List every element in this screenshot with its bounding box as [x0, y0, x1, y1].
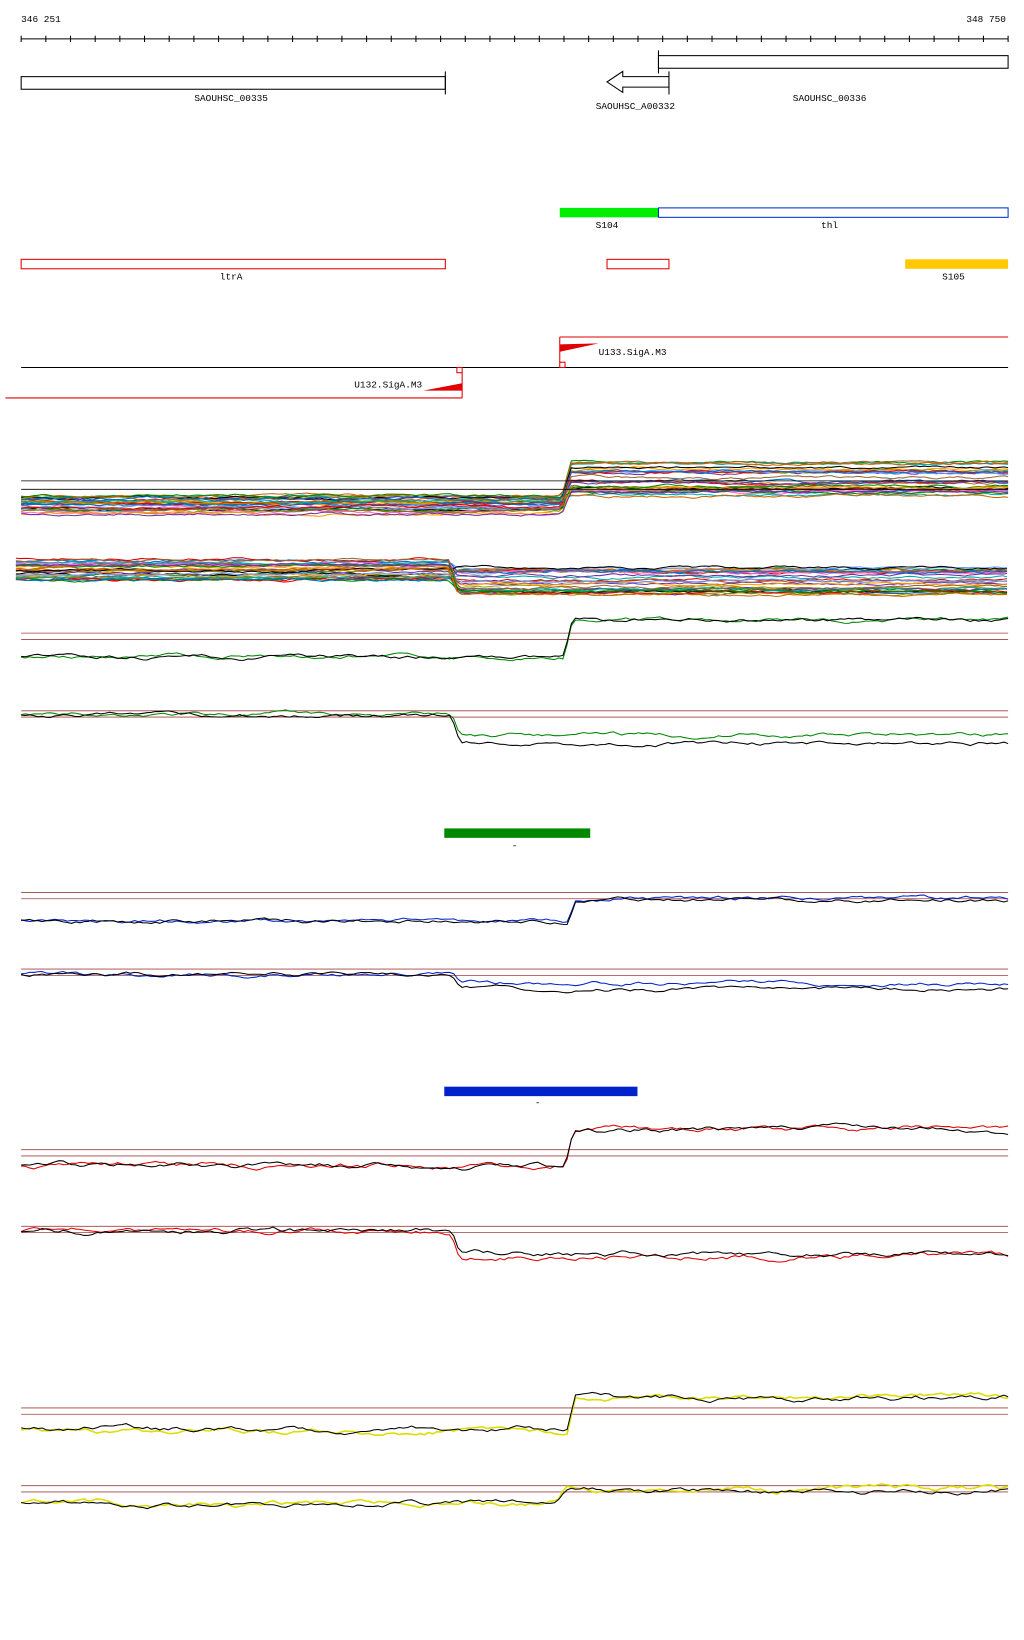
trace [21, 710, 1009, 748]
trace [21, 971, 1009, 994]
region-label: - [535, 1098, 541, 1109]
trace [21, 709, 1009, 740]
gene-label: SAOUHSC_A00332 [596, 101, 675, 112]
trace [21, 616, 1009, 661]
trace [21, 1124, 1009, 1171]
trace [21, 1391, 1009, 1436]
region-label: - [512, 840, 518, 851]
gene-label: SAOUHSC_00336 [793, 93, 867, 104]
trace [21, 1226, 1009, 1258]
trace [21, 473, 1009, 514]
feature-s105 [905, 259, 1009, 269]
promoter-flag [423, 383, 463, 391]
trace [21, 970, 1009, 988]
promoter-label: U133.SigA.M3 [599, 347, 667, 358]
trace [20, 1226, 1009, 1263]
trace [15, 571, 1008, 587]
trace [20, 1483, 1009, 1509]
promoter-start [456, 366, 463, 374]
region-bar [444, 1086, 638, 1097]
gene-arrow [606, 70, 670, 94]
promoter-start [559, 361, 566, 369]
gene-label: SAOUHSC_00335 [194, 93, 268, 104]
feature-label: thl [821, 220, 838, 231]
gene-box [20, 76, 446, 90]
trace [21, 896, 1009, 926]
expression-traces [15, 459, 1009, 1510]
feature-box [606, 258, 670, 270]
trace [21, 894, 1009, 924]
trace [21, 1486, 1009, 1510]
feature-s104 [559, 207, 659, 218]
trace [21, 1122, 1009, 1171]
trace [15, 557, 1008, 591]
trace [15, 564, 1008, 574]
trace [21, 461, 1009, 499]
region-bar [444, 828, 591, 838]
trace [15, 561, 1008, 576]
feature-label: S104 [596, 220, 619, 231]
promoter-label: U132.SigA.M3 [354, 379, 422, 390]
feature-label: ltrA [220, 271, 243, 282]
trace [15, 563, 1008, 594]
feature-ltra [20, 258, 446, 270]
trace [21, 469, 1009, 502]
gene-box [657, 55, 1009, 69]
ruler-start: 346 251 [21, 14, 61, 25]
trace [21, 616, 1009, 662]
trace [21, 489, 1009, 517]
trace [15, 571, 1008, 585]
trace [15, 574, 1008, 581]
feature-thl [657, 207, 1009, 218]
trace [21, 485, 1009, 517]
trace [15, 562, 1008, 578]
ruler: 346 251 348 750 [20, 14, 1009, 42]
trace [15, 569, 1008, 582]
promoter-flag [559, 343, 599, 352]
trace [21, 460, 1009, 499]
trace [15, 566, 1008, 597]
trace [15, 559, 1008, 592]
trace [21, 469, 1009, 510]
ruler-end: 348 750 [966, 14, 1006, 25]
feature-label: S105 [942, 271, 965, 282]
trace [21, 493, 1009, 502]
trace [21, 488, 1009, 499]
